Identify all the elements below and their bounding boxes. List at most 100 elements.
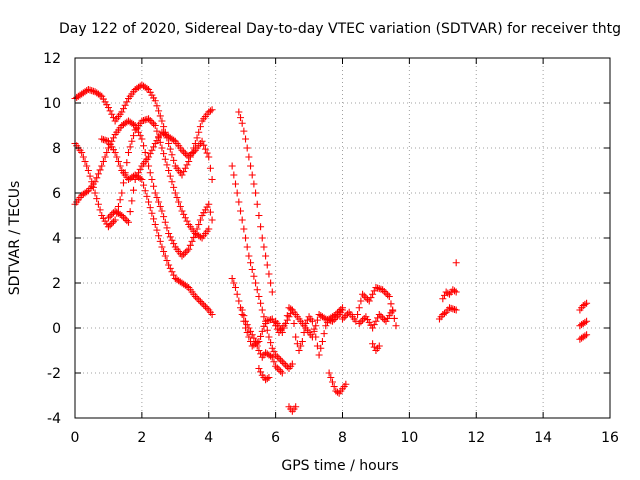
data-point — [121, 101, 129, 109]
data-point — [208, 176, 216, 183]
data-point — [178, 207, 186, 215]
series-arc-21 — [576, 317, 591, 330]
data-point — [205, 153, 213, 161]
data-point — [230, 279, 238, 287]
data-point — [302, 320, 310, 327]
data-point — [583, 317, 591, 325]
data-point — [130, 132, 138, 140]
data-point — [335, 307, 343, 315]
data-point — [263, 317, 271, 325]
data-point — [113, 153, 121, 161]
x-tick-label: 2 — [137, 430, 146, 446]
data-point — [255, 212, 263, 219]
data-point — [270, 318, 278, 326]
data-point — [250, 272, 258, 280]
data-point — [208, 216, 216, 224]
series-arc-11 — [272, 304, 346, 359]
data-point — [173, 194, 181, 201]
data-point — [288, 306, 296, 314]
data-point — [245, 252, 253, 260]
data-point — [272, 362, 280, 370]
data-point — [183, 217, 191, 225]
data-point — [99, 158, 107, 165]
data-point — [247, 162, 255, 170]
series-arc-3 — [71, 117, 216, 260]
data-point — [148, 118, 156, 126]
data-point — [253, 342, 261, 350]
data-point — [200, 301, 208, 309]
data-point — [161, 252, 169, 260]
data-point — [181, 249, 189, 257]
data-point — [160, 248, 168, 255]
series-arc-16 — [369, 340, 383, 354]
x-tick-label: 10 — [400, 430, 418, 446]
data-point — [150, 143, 158, 151]
data-point — [193, 294, 201, 302]
data-point — [165, 140, 173, 147]
series-arc-19 — [452, 259, 460, 267]
data-point — [342, 312, 350, 320]
data-point — [161, 218, 169, 226]
data-point — [153, 102, 161, 110]
y-axis-label: SDTVAR / TECUs — [7, 181, 23, 296]
data-point — [156, 112, 164, 120]
data-points — [71, 81, 591, 415]
data-point — [141, 116, 149, 124]
data-point — [389, 306, 397, 314]
data-point — [369, 340, 377, 348]
data-point — [206, 107, 214, 115]
data-point — [303, 316, 311, 324]
data-point — [166, 172, 174, 180]
data-point — [145, 162, 153, 170]
data-point — [160, 213, 168, 221]
data-point — [208, 106, 216, 114]
data-point — [89, 87, 97, 95]
data-point — [248, 171, 256, 179]
data-point — [196, 233, 204, 241]
data-point — [273, 364, 281, 372]
data-point — [315, 351, 323, 359]
data-point — [263, 261, 271, 269]
data-point — [178, 146, 186, 154]
data-point — [130, 186, 138, 194]
data-point — [141, 149, 149, 156]
data-point — [449, 305, 457, 313]
data-point — [382, 289, 390, 297]
data-point — [143, 192, 151, 200]
data-point — [145, 153, 153, 161]
y-tick-label: -2 — [47, 366, 61, 382]
data-point — [285, 313, 293, 321]
data-point — [106, 107, 114, 115]
data-point — [166, 233, 174, 241]
data-point — [79, 153, 87, 161]
data-point — [151, 122, 159, 129]
data-point — [375, 311, 383, 318]
data-point — [146, 169, 154, 177]
data-point — [136, 132, 144, 140]
data-point — [260, 322, 268, 330]
data-point — [119, 105, 127, 113]
data-point — [128, 197, 136, 205]
data-point — [181, 214, 189, 222]
data-point — [392, 322, 400, 330]
data-point — [452, 288, 460, 296]
data-point — [163, 224, 171, 232]
data-point — [140, 116, 148, 124]
data-point — [190, 233, 198, 241]
data-point — [96, 166, 104, 174]
data-point — [277, 325, 285, 333]
data-point — [280, 324, 288, 332]
data-point — [119, 213, 127, 221]
data-point — [258, 234, 266, 242]
data-point — [278, 369, 286, 377]
data-point — [88, 87, 96, 95]
data-point — [357, 318, 365, 326]
data-point — [240, 225, 248, 233]
data-point — [253, 200, 261, 208]
data-point — [186, 241, 194, 249]
data-point — [206, 208, 214, 216]
data-point — [104, 144, 112, 152]
data-point — [228, 275, 236, 282]
series-arc-13 — [325, 369, 350, 397]
data-point — [121, 215, 129, 223]
